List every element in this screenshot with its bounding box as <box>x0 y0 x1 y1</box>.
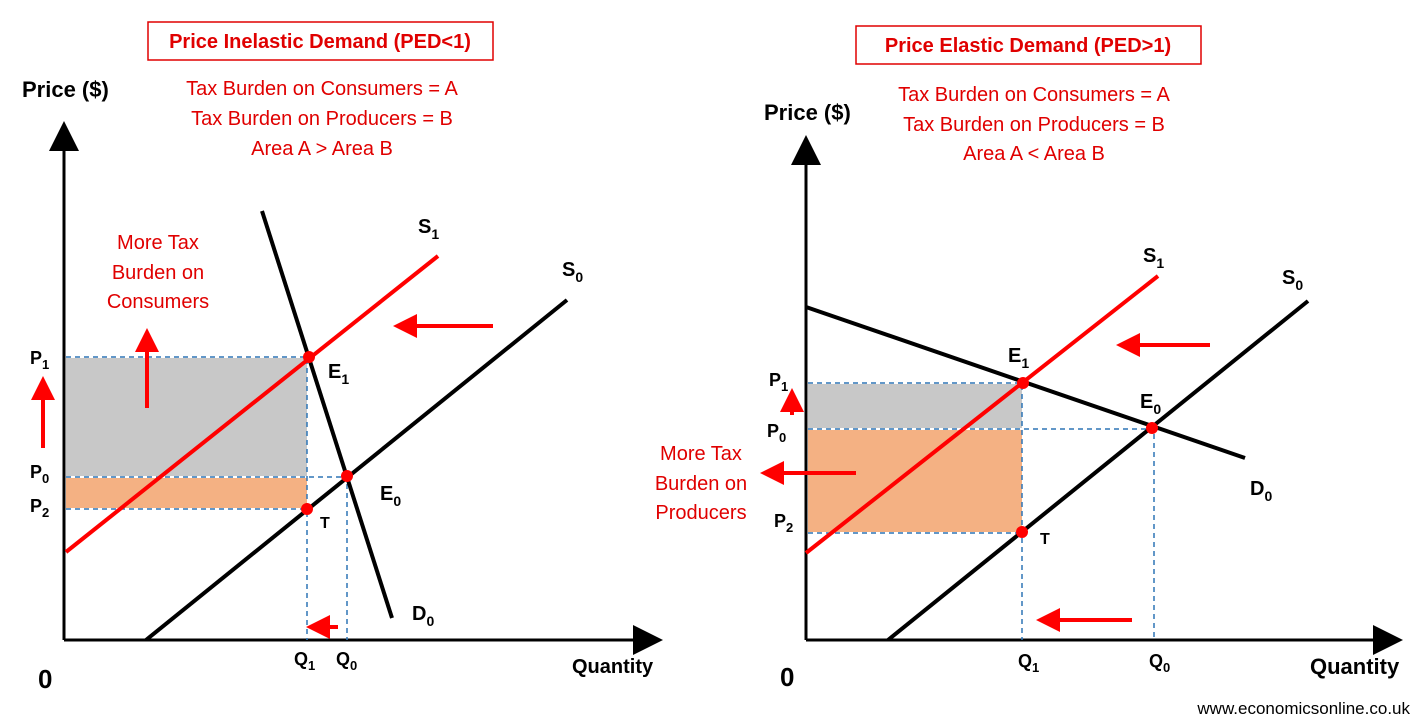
left-x-axis-label: Quantity <box>572 656 654 678</box>
right-title-box <box>855 25 1202 65</box>
left-note-3: Area A > Area B <box>251 138 393 160</box>
left-q1-label: Q1 <box>294 649 315 673</box>
left-burden-note-3: Consumers <box>107 291 209 313</box>
left-burden-note-1: More Tax <box>117 232 199 254</box>
left-burden-note-2: Burden on <box>112 262 204 284</box>
right-s0-label: S0 <box>1282 267 1303 293</box>
right-supply-s1 <box>804 274 1160 555</box>
right-s1-label: S1 <box>1143 245 1164 271</box>
right-e0-label: E0 <box>1140 391 1161 417</box>
left-point-e1 <box>303 351 315 363</box>
right-q0-label: Q0 <box>1149 651 1170 675</box>
right-p1-label: P1 <box>769 370 788 394</box>
left-origin-label: 0 <box>38 664 52 694</box>
right-title: Price Elastic Demand (PED>1) <box>885 35 1171 57</box>
right-note-3: Area A < Area B <box>963 143 1105 165</box>
left-note-2: Tax Burden on Producers = B <box>191 108 453 130</box>
left-panel: Price Inelastic Demand (PED<1) Tax Burde… <box>22 21 663 694</box>
right-x-axis-label: Quantity <box>1310 654 1400 679</box>
right-origin-label: 0 <box>780 662 794 692</box>
left-note-1: Tax Burden on Consumers = A <box>186 78 458 100</box>
right-p2-label: P2 <box>774 511 793 535</box>
right-point-e0 <box>1146 422 1158 434</box>
left-s1-label: S1 <box>418 216 439 242</box>
left-s0-label: S0 <box>562 259 583 285</box>
left-supply-s1 <box>64 254 440 554</box>
right-burden-note-2: Burden on <box>655 473 747 495</box>
right-d0-label: D0 <box>1250 478 1272 504</box>
left-p0-label: P0 <box>30 462 49 486</box>
right-burden-note-3: Producers <box>655 502 746 524</box>
left-e0-label: E0 <box>380 483 401 509</box>
left-area-b <box>66 478 307 508</box>
right-panel: Price Elastic Demand (PED>1) Tax Burden … <box>655 25 1403 692</box>
left-demand-d0 <box>260 210 394 619</box>
left-p2-label: P2 <box>30 496 49 520</box>
left-p1-label: P1 <box>30 348 49 372</box>
right-q1-label: Q1 <box>1018 651 1039 675</box>
right-area-b <box>808 430 1022 532</box>
left-title-box <box>147 21 494 61</box>
right-y-axis-label: Price ($) <box>764 100 851 125</box>
left-d0-label: D0 <box>412 603 434 629</box>
right-point-e1 <box>1017 377 1029 389</box>
left-e1-label: E1 <box>328 361 349 387</box>
right-note-1: Tax Burden on Consumers = A <box>898 84 1170 106</box>
left-y-axis-label: Price ($) <box>22 77 109 102</box>
left-q0-label: Q0 <box>336 649 357 673</box>
left-point-e0 <box>341 470 353 482</box>
footer-url: www.economicsonline.co.uk <box>1196 699 1410 718</box>
left-title: Price Inelastic Demand (PED<1) <box>169 31 471 53</box>
right-burden-note-1: More Tax <box>660 443 742 465</box>
right-area-a <box>808 384 1022 428</box>
right-point-t <box>1016 526 1028 538</box>
left-supply-s0 <box>144 298 569 642</box>
right-p0-label: P0 <box>767 421 786 445</box>
right-t-label: T <box>1040 531 1050 548</box>
right-supply-s0 <box>886 299 1310 642</box>
left-t-label: T <box>320 515 330 532</box>
right-note-2: Tax Burden on Producers = B <box>903 114 1165 136</box>
left-point-t <box>301 503 313 515</box>
right-e1-label: E1 <box>1008 345 1029 371</box>
